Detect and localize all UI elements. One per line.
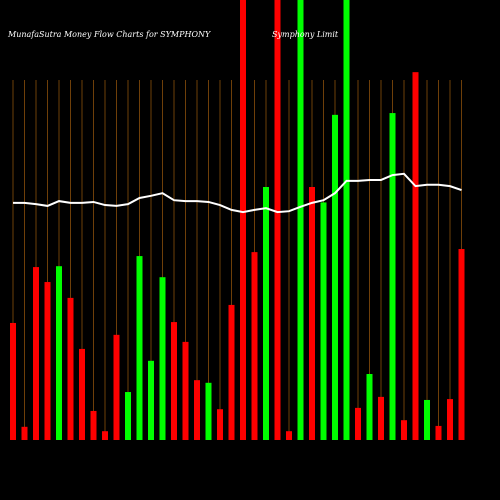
bar (274, 0, 281, 440)
bar (401, 420, 407, 440)
bar (286, 431, 292, 440)
bar (79, 348, 85, 440)
bar (378, 396, 384, 440)
bar (148, 360, 154, 440)
bar (332, 114, 338, 440)
bar (412, 72, 419, 440)
bar (355, 407, 361, 440)
chart-title: MunafaSutra Money Flow Charts for SYMPHO… (7, 30, 211, 39)
bar (389, 113, 396, 440)
bar (366, 374, 373, 440)
bar (171, 322, 177, 440)
bar (217, 409, 223, 440)
bar (90, 410, 97, 440)
bar (21, 426, 28, 440)
bar (67, 297, 74, 440)
bar (44, 282, 51, 440)
bar (205, 382, 212, 440)
bar (113, 334, 120, 440)
bar (56, 266, 62, 440)
bar (10, 322, 16, 440)
bar (458, 249, 465, 440)
bar (447, 399, 453, 440)
bar (194, 380, 200, 440)
bar (136, 256, 143, 440)
bar (435, 425, 442, 440)
bar (424, 399, 430, 440)
bar (263, 187, 269, 440)
bar (251, 252, 258, 440)
bar (33, 267, 39, 440)
bar (320, 202, 327, 440)
bar (159, 277, 166, 440)
bar (102, 431, 108, 440)
bar (309, 187, 315, 440)
bar (343, 0, 350, 440)
money-flow-line (13, 172, 462, 214)
bar (228, 304, 235, 440)
bar (125, 392, 131, 440)
bar (240, 0, 246, 440)
bar (297, 0, 304, 440)
bar (182, 341, 189, 440)
chart-subtitle: Symphony Limit (272, 30, 339, 39)
